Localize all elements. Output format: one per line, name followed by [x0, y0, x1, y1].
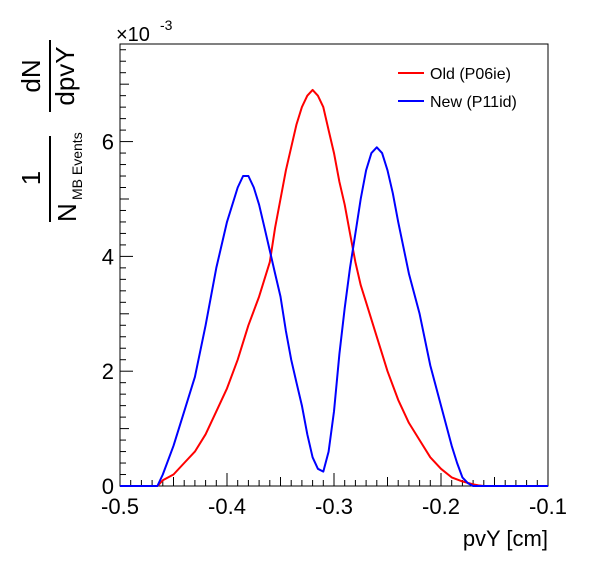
y-title-derivative-numerator: dN	[16, 59, 46, 92]
x-axis-title: pvY [cm]	[463, 526, 548, 551]
x-tick-label: -0.1	[529, 494, 567, 519]
y-axis-title: 1 N MB Events dN dpvY	[16, 40, 85, 222]
x-tick-label: -0.4	[208, 494, 246, 519]
x-tick-label: -0.3	[315, 494, 353, 519]
x-tick-labels: -0.5 -0.4 -0.3 -0.2 -0.1	[101, 494, 567, 519]
y-tick-label: 4	[102, 244, 114, 269]
y-title-derivative-denominator: dpvY	[50, 46, 80, 105]
y-tick-label: 0	[102, 474, 114, 499]
legend-label-old: Old (P06ie)	[430, 66, 511, 83]
series-group	[120, 88, 548, 487]
legend: Old (P06ie) New (P11id)	[398, 66, 517, 111]
series-line-old	[120, 88, 548, 487]
x-tick-label: -0.5	[101, 494, 139, 519]
y-tick-label: 2	[102, 359, 114, 384]
x-tick-label: -0.2	[422, 494, 460, 519]
series-line-new	[120, 146, 548, 487]
y-multiplier-base: ×10	[116, 24, 150, 46]
y-title-fraction-denominator-sub: MB Events	[69, 132, 85, 200]
legend-label-new: New (P11id)	[430, 94, 517, 111]
axis-ticks	[119, 49, 549, 487]
y-title-fraction-denominator: N	[52, 203, 82, 222]
y-tick-label: 6	[102, 130, 114, 155]
y-tick-labels: 0 2 4 6	[102, 130, 114, 499]
y-multiplier-exponent: -3	[160, 17, 173, 33]
y-title-fraction-numerator: 1	[16, 171, 46, 185]
